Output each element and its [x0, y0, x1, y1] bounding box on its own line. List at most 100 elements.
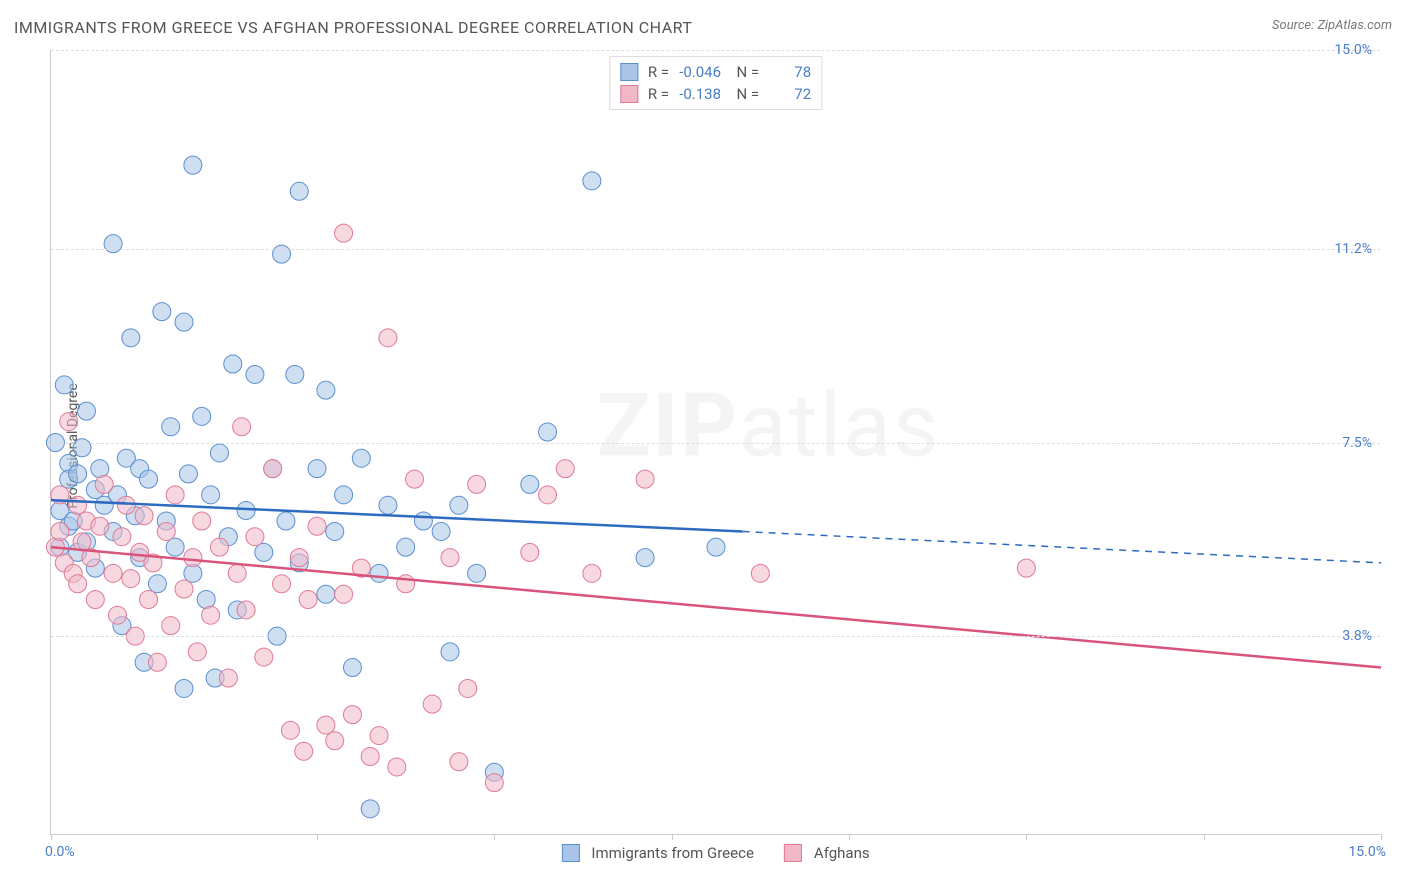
series-legend-afghans: Afghans: [784, 844, 870, 862]
xtick: [1381, 834, 1382, 840]
ytick-label: 11.2%: [1334, 241, 1372, 257]
scatter-point: [583, 564, 601, 582]
scatter-point: [202, 606, 220, 624]
scatter-point: [379, 329, 397, 347]
scatter-point: [228, 564, 246, 582]
scatter-point: [432, 522, 450, 540]
scatter-point: [361, 800, 379, 818]
legend-r-label: R =: [648, 83, 669, 105]
source-link[interactable]: ZipAtlas.com: [1317, 18, 1392, 33]
scatter-point: [414, 512, 432, 530]
series-name-greece: Immigrants from Greece: [591, 844, 754, 862]
scatter-point: [277, 512, 295, 530]
scatter-point: [140, 591, 158, 609]
scatter-point: [233, 418, 251, 436]
scatter-point: [379, 496, 397, 514]
scatter-point: [255, 648, 273, 666]
scatter-point: [202, 486, 220, 504]
scatter-point: [175, 580, 193, 598]
scatter-point: [69, 575, 87, 593]
ytick-label: 3.8%: [1342, 628, 1372, 644]
scatter-point: [273, 575, 291, 593]
scatter-point: [153, 303, 171, 321]
series-legend: Immigrants from Greece Afghans: [561, 844, 869, 862]
scatter-point: [148, 575, 166, 593]
xtick: [1026, 834, 1027, 840]
scatter-point: [197, 591, 215, 609]
scatter-point: [157, 522, 175, 540]
scatter-point: [224, 355, 242, 373]
scatter-point: [140, 470, 158, 488]
legend-n-greece: 78: [763, 61, 811, 83]
scatter-point: [117, 496, 135, 514]
scatter-point: [299, 591, 317, 609]
plot-area: ZIPatlas R = -0.046 N = 78 R = -0.138 N …: [50, 50, 1380, 835]
scatter-point: [556, 460, 574, 478]
scatter-point: [184, 156, 202, 174]
scatter-point: [450, 496, 468, 514]
legend-n-label: N =: [737, 61, 760, 83]
scatter-point: [166, 486, 184, 504]
scatter-point: [459, 679, 477, 697]
scatter-point: [1017, 559, 1035, 577]
scatter-point: [751, 564, 769, 582]
xtick: [51, 834, 52, 840]
scatter-point: [162, 617, 180, 635]
legend-row-afghans: R = -0.138 N = 72: [620, 83, 811, 105]
scatter-point: [77, 402, 95, 420]
scatter-point: [55, 376, 73, 394]
scatter-point: [135, 507, 153, 525]
scatter-point: [397, 538, 415, 556]
scatter-point: [210, 538, 228, 556]
legend-n-afghans: 72: [763, 83, 811, 105]
gridline: [51, 443, 1380, 444]
legend-r-greece: -0.046: [673, 61, 721, 83]
xtick-label: 0.0%: [45, 844, 75, 860]
scatter-point: [179, 465, 197, 483]
scatter-point: [308, 460, 326, 478]
scatter-point: [86, 591, 104, 609]
regression-line-dashed: [743, 531, 1381, 562]
scatter-point: [237, 502, 255, 520]
scatter-point: [707, 538, 725, 556]
scatter-point: [539, 486, 557, 504]
scatter-point: [343, 659, 361, 677]
scatter-point: [193, 407, 211, 425]
scatter-point: [188, 643, 206, 661]
scatter-point: [91, 460, 109, 478]
scatter-point: [290, 549, 308, 567]
scatter-point: [521, 475, 539, 493]
scatter-point: [122, 570, 140, 588]
scatter-point: [317, 381, 335, 399]
scatter-point: [636, 470, 654, 488]
scatter-point: [335, 486, 353, 504]
scatter-point: [539, 423, 557, 441]
scatter-point: [335, 224, 353, 242]
scatter-point: [104, 564, 122, 582]
legend-swatch-afghans: [620, 85, 638, 103]
scatter-point: [361, 748, 379, 766]
legend-n-label: N =: [737, 83, 760, 105]
scatter-point: [441, 643, 459, 661]
scatter-point: [281, 721, 299, 739]
scatter-point: [326, 522, 344, 540]
scatter-point: [450, 753, 468, 771]
gridline: [51, 249, 1380, 250]
legend-swatch-greece: [620, 63, 638, 81]
scatter-point: [290, 182, 308, 200]
scatter-point: [352, 449, 370, 467]
scatter-point: [193, 512, 211, 530]
series-swatch-afghans: [784, 844, 802, 862]
scatter-point: [122, 329, 140, 347]
scatter-point: [246, 365, 264, 383]
xtick: [849, 834, 850, 840]
scatter-point: [210, 444, 228, 462]
scatter-point: [162, 418, 180, 436]
scatter-point: [51, 522, 69, 540]
scatter-point: [95, 475, 113, 493]
chart-title: IMMIGRANTS FROM GREECE VS AFGHAN PROFESS…: [14, 18, 692, 37]
legend-r-label: R =: [648, 61, 669, 83]
scatter-point: [370, 727, 388, 745]
gridline: [51, 636, 1380, 637]
scatter-point: [343, 706, 361, 724]
